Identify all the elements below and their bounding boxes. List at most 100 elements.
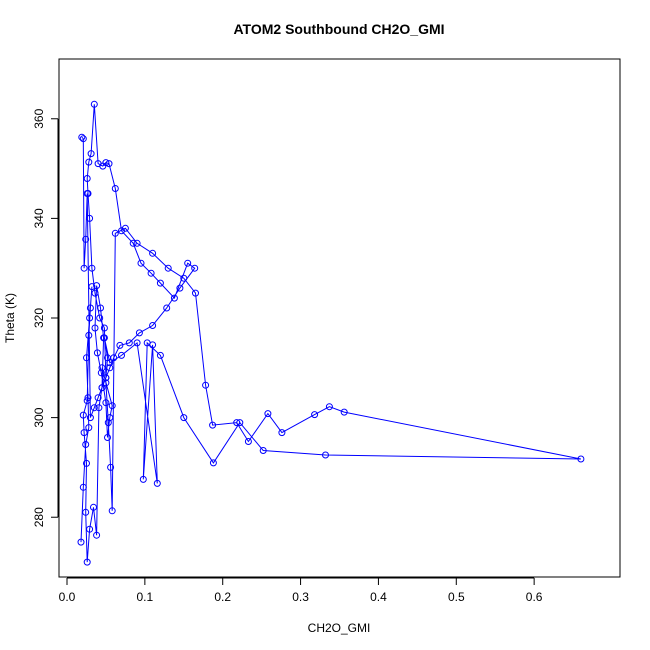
y-tick-label: 360 (32, 108, 46, 128)
data-point (325, 403, 333, 411)
series-line (80, 104, 581, 563)
data-point (156, 279, 164, 287)
y-tick-label: 280 (32, 507, 46, 527)
data-point (108, 402, 116, 410)
data-point (129, 239, 137, 247)
data-point (111, 229, 119, 237)
data-point (180, 274, 188, 282)
data-point (340, 408, 348, 416)
data-point (83, 354, 90, 362)
series-layer (77, 100, 585, 566)
data-point (118, 227, 125, 235)
data-point (209, 459, 217, 467)
data-point (322, 451, 329, 459)
x-tick-label: 0.3 (292, 590, 309, 604)
data-point (93, 282, 101, 290)
x-axis: 0.0 0.1 0.2 0.3 0.4 0.5 0.6 (59, 577, 543, 604)
data-point (88, 283, 96, 291)
data-point (233, 419, 241, 427)
data-point (153, 479, 161, 487)
data-point (91, 289, 99, 297)
data-point (105, 160, 113, 168)
data-point (96, 314, 104, 322)
data-point (86, 414, 94, 422)
data-point (97, 369, 105, 377)
data-point (191, 264, 199, 272)
data-point (192, 289, 199, 297)
data-point (90, 404, 98, 412)
data-point (97, 304, 104, 312)
data-point (236, 419, 244, 427)
data-point (80, 429, 88, 437)
x-tick-label: 0.1 (137, 590, 154, 604)
data-point (98, 364, 106, 372)
data-point (83, 175, 91, 182)
data-point (106, 414, 114, 422)
data-point (102, 379, 110, 387)
data-point (133, 339, 141, 347)
plot-frame (58, 58, 621, 578)
data-point (278, 429, 286, 437)
data-point (100, 324, 108, 332)
x-tick-label: 0.6 (526, 590, 543, 604)
data-point (77, 538, 85, 546)
data-point (79, 483, 87, 491)
data-point (259, 447, 267, 454)
data-point (87, 150, 95, 158)
data-point (180, 414, 188, 422)
data-point (95, 404, 103, 412)
data-point (116, 341, 124, 349)
data-point (176, 284, 184, 292)
data-point (79, 135, 87, 143)
data-point (100, 334, 108, 342)
data-point (91, 324, 99, 332)
data-point (90, 100, 98, 108)
data-point (102, 374, 110, 382)
data-point (111, 185, 119, 192)
data-point (244, 438, 252, 445)
data-point (170, 294, 178, 302)
x-tick-label: 0.0 (59, 590, 76, 604)
data-point (137, 259, 145, 267)
data-point (90, 503, 97, 511)
x-tick-label: 0.4 (370, 590, 387, 604)
data-point (106, 364, 114, 372)
chart-title: ATOM2 Southbound CH2O_GMI (233, 21, 444, 37)
x-tick-label: 0.5 (448, 590, 465, 604)
y-tick-label: 300 (32, 407, 46, 427)
data-point (110, 354, 118, 362)
data-point (82, 235, 90, 243)
data-point (98, 384, 106, 392)
data-point (79, 411, 87, 419)
data-point (202, 381, 210, 389)
data-point (104, 419, 112, 427)
data-point (135, 329, 143, 337)
plot-area (58, 58, 621, 578)
data-point (102, 399, 110, 407)
data-point (164, 264, 172, 272)
data-point (108, 507, 116, 515)
data-point (147, 269, 155, 277)
data-point (184, 259, 192, 267)
y-axis-label: Theta (K) (3, 293, 17, 343)
data-point (104, 434, 111, 441)
data-point (209, 421, 217, 429)
data-point (85, 331, 93, 339)
data-point (85, 424, 93, 432)
data-point (311, 411, 319, 419)
data-point (83, 190, 91, 197)
data-point (118, 351, 125, 359)
data-point (88, 264, 96, 272)
data-point (149, 249, 157, 257)
data-point (102, 159, 110, 167)
data-point (156, 351, 164, 359)
data-point (125, 339, 133, 347)
data-point (139, 475, 147, 483)
data-point (133, 239, 141, 247)
data-point (264, 410, 272, 418)
data-point (577, 455, 585, 463)
data-point (94, 394, 102, 402)
data-point (86, 304, 94, 312)
x-tick-label: 0.2 (214, 590, 231, 604)
data-point (93, 349, 101, 357)
